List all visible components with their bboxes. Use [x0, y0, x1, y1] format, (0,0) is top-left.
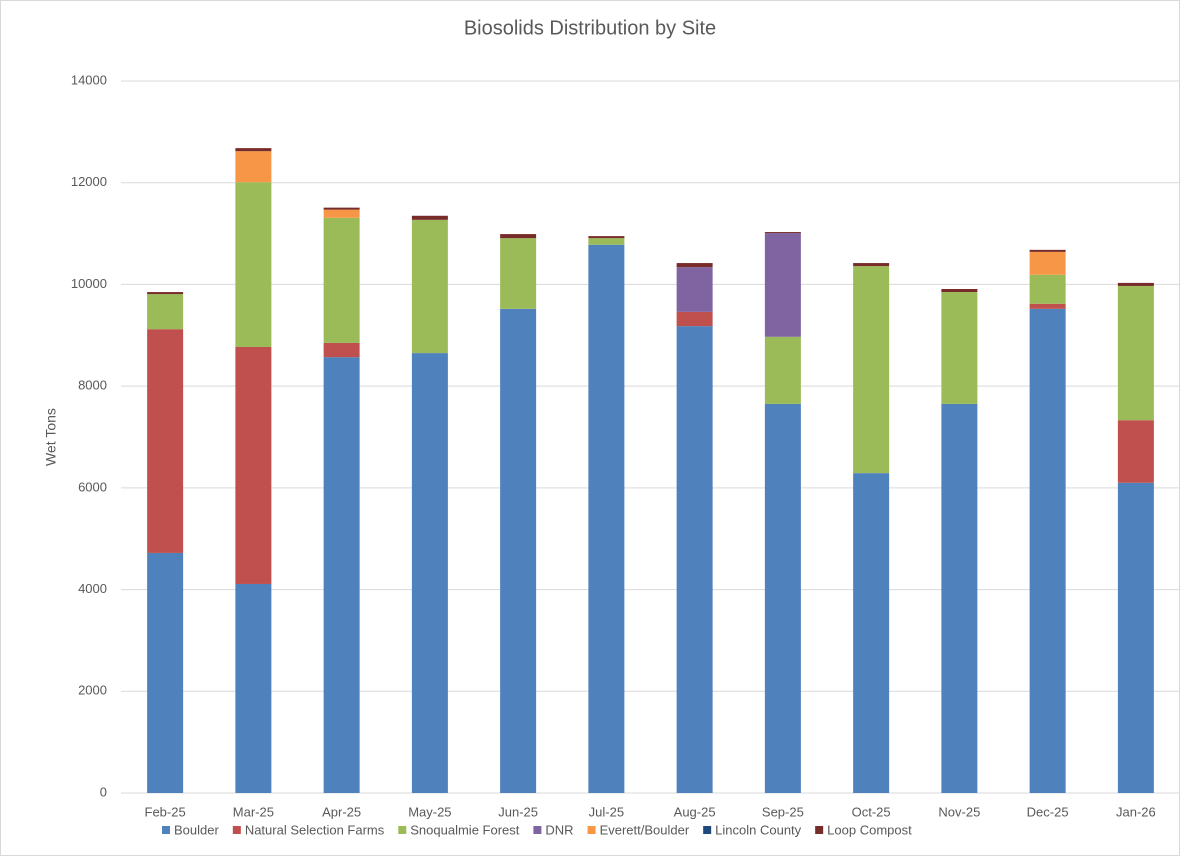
- x-tick-label: Dec-25: [1027, 804, 1069, 819]
- bar-segment: [764, 232, 801, 234]
- x-tick-label: Feb-25: [145, 804, 186, 819]
- x-tick-label: Jun-25: [498, 804, 538, 819]
- x-tick-label: Aug-25: [674, 804, 716, 819]
- bar-segment: [853, 473, 890, 793]
- x-tick-label: Sep-25: [762, 804, 804, 819]
- legend-swatch: [533, 826, 542, 834]
- y-tick-label: 0: [100, 784, 107, 799]
- bar-segment: [411, 353, 448, 793]
- legend-label: Boulder: [174, 822, 219, 837]
- legend-label: Lincoln County: [715, 822, 801, 837]
- bar-segment: [500, 234, 537, 239]
- bar-segment: [941, 289, 978, 293]
- bar-segment: [323, 207, 360, 210]
- bar-segment: [676, 263, 713, 268]
- bar-segment: [941, 403, 978, 793]
- bar-segment: [235, 148, 272, 152]
- bar-segment: [764, 403, 801, 793]
- legend-swatch: [815, 826, 824, 834]
- bar-segment: [500, 238, 537, 309]
- legend-label: Everett/Boulder: [600, 822, 690, 837]
- bar-segment: [147, 329, 184, 553]
- x-tick-label: Apr-25: [322, 804, 361, 819]
- y-tick-label: 12000: [71, 174, 107, 189]
- bar-segment: [1029, 251, 1066, 275]
- bar-segment: [500, 308, 537, 793]
- legend-label: Natural Selection Farms: [245, 822, 385, 837]
- bar-segment: [1029, 249, 1066, 252]
- x-tick-label: Nov-25: [938, 804, 980, 819]
- bar-segment: [1029, 274, 1066, 304]
- bar-segment: [147, 294, 184, 330]
- legend-label: DNR: [545, 822, 573, 837]
- y-tick-label: 14000: [71, 72, 107, 87]
- x-tick-label: Mar-25: [233, 804, 274, 819]
- bar-segment: [235, 182, 272, 347]
- x-tick-label: Jan-26: [1116, 804, 1156, 819]
- x-tick-label: Jul-25: [589, 804, 624, 819]
- bar-segment: [411, 215, 448, 220]
- bar-segment: [941, 292, 978, 404]
- bar-segment: [235, 151, 272, 183]
- bar-segment: [323, 342, 360, 358]
- bar-segment: [764, 336, 801, 404]
- bar-segment: [235, 583, 272, 793]
- bar-segment: [1029, 308, 1066, 793]
- bar-segment: [588, 244, 625, 793]
- bar-segment: [676, 267, 713, 312]
- bar-segment: [676, 326, 713, 793]
- y-tick-label: 8000: [78, 378, 107, 393]
- bar-segment: [853, 266, 890, 474]
- bar-segment: [853, 263, 890, 267]
- bar-segment: [588, 236, 625, 239]
- bar-segment: [411, 219, 448, 354]
- y-tick-label: 6000: [78, 479, 107, 494]
- legend-swatch: [703, 826, 712, 834]
- legend-swatch: [398, 826, 407, 834]
- legend-label: Loop Compost: [827, 822, 912, 837]
- x-tick-label: May-25: [408, 804, 451, 819]
- bar-segment: [323, 209, 360, 218]
- legend-swatch: [587, 826, 596, 834]
- legend-swatch: [232, 826, 241, 834]
- bar-segment: [147, 552, 184, 793]
- bar-segment: [1029, 303, 1066, 309]
- legend-label: Snoqualmie Forest: [410, 822, 519, 837]
- bar-segment: [235, 346, 272, 584]
- x-tick-label: Oct-25: [852, 804, 891, 819]
- y-tick-label: 2000: [78, 683, 107, 698]
- bar-segment: [147, 292, 184, 295]
- bar-segment: [1117, 285, 1154, 421]
- y-axis-label: Wet Tons: [43, 408, 59, 466]
- y-tick-label: 10000: [71, 276, 107, 291]
- bar-segment: [323, 217, 360, 343]
- bar-segment: [764, 233, 801, 337]
- bar-segment: [588, 238, 625, 245]
- legend-swatch: [162, 826, 170, 834]
- bar-segment: [676, 311, 713, 327]
- bar-segment: [1117, 282, 1154, 286]
- bar-segment: [1117, 420, 1154, 483]
- y-tick-label: 4000: [78, 581, 107, 596]
- bar-segment: [323, 357, 360, 793]
- chart-title: Biosolids Distribution by Site: [464, 17, 716, 39]
- bar-segment: [1117, 482, 1154, 793]
